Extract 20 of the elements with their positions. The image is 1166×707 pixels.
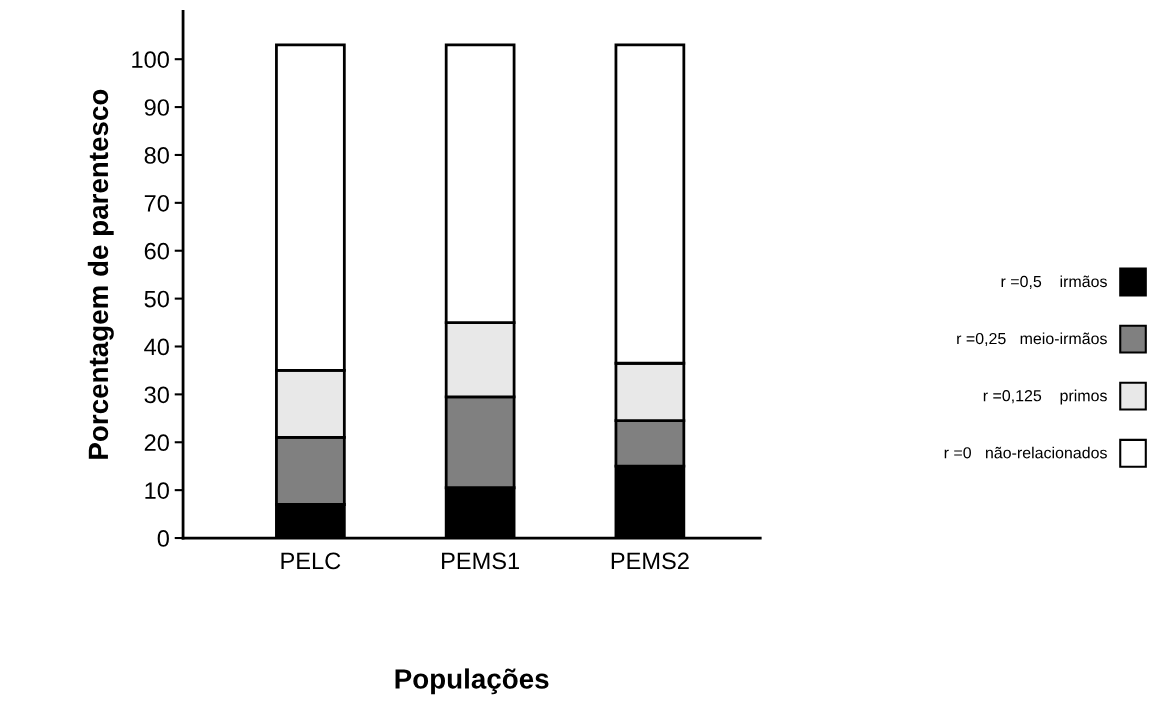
y-tick-label: 20: [144, 434, 169, 452]
legend-label: r =0 não-relacionados: [944, 446, 1107, 459]
y-tick-label: 60: [144, 242, 169, 260]
x-tick-label: PEMS2: [611, 552, 689, 570]
y-tick-label: 50: [144, 290, 169, 308]
y-tick-label: 30: [144, 386, 169, 404]
x-axis-title: Populações: [395, 668, 549, 695]
y-tick-label: 100: [132, 51, 169, 68]
legend-label: r =0,5 irmãos: [1001, 275, 1107, 290]
y-tick-label: 80: [144, 147, 169, 164]
y-tick-label: 70: [144, 194, 169, 212]
x-tick-label: PEMS1: [442, 552, 519, 570]
y-tick-label: 10: [145, 482, 169, 499]
legend-label: r =0,25 meio-irmãos: [957, 332, 1107, 347]
y-axis-title: Porcentagem de parentesco: [87, 89, 114, 459]
y-tick-label: 40: [144, 338, 169, 356]
x-tick-label: PELC: [281, 552, 341, 570]
y-tick-label: 90: [144, 99, 169, 116]
legend-label: r =0,125 primos: [983, 389, 1107, 405]
y-tick-label: 0: [157, 530, 169, 547]
